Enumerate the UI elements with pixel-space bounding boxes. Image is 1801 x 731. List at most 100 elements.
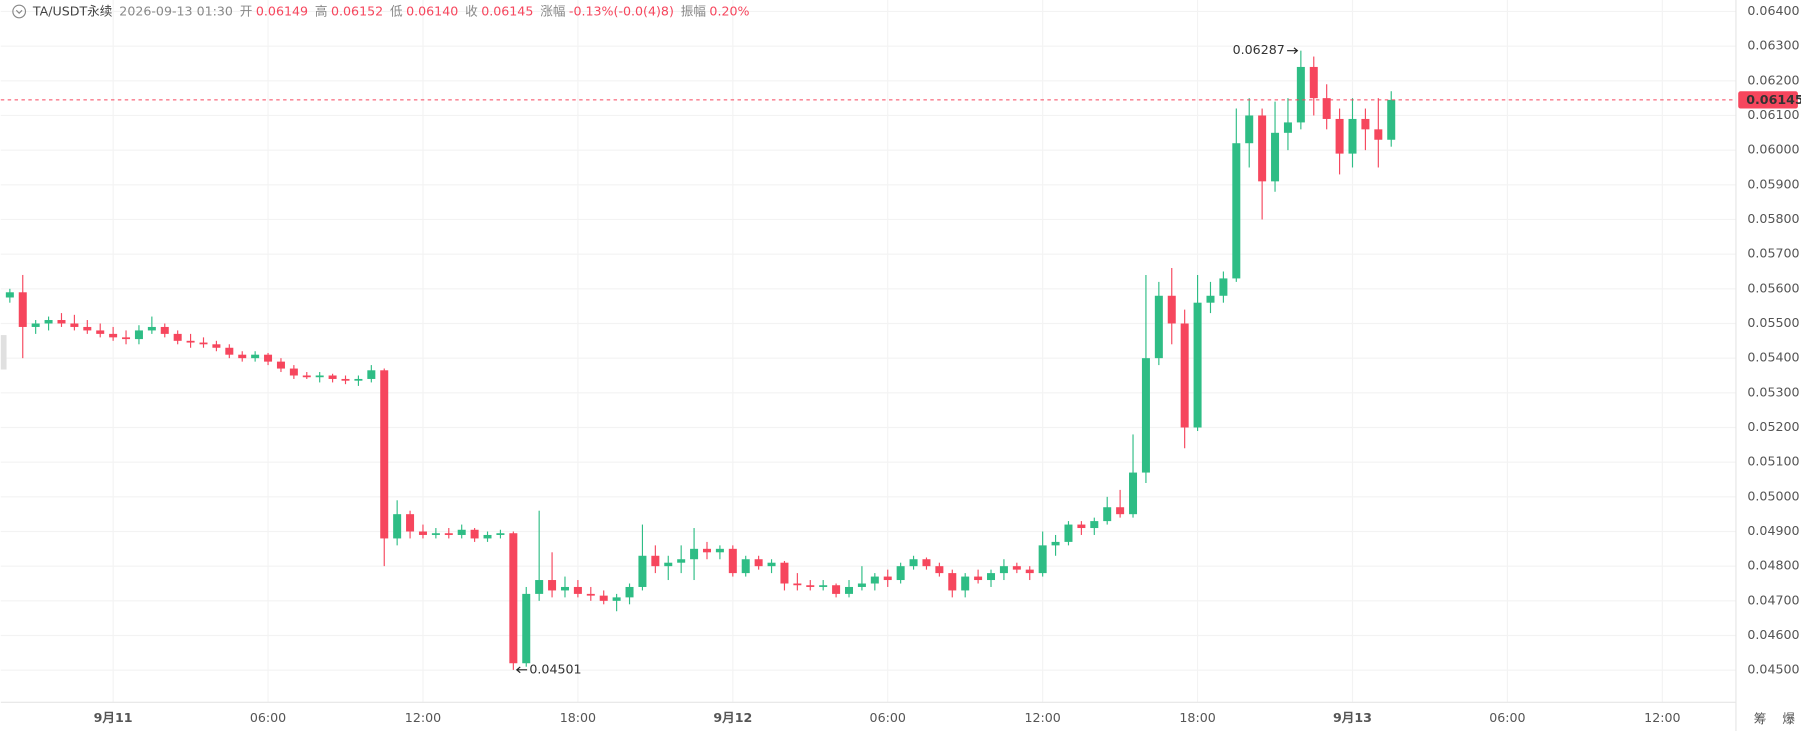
x-tick-label: 12:00 [1024, 710, 1060, 725]
x-tick-label: 12:00 [1644, 710, 1680, 725]
candle-body [354, 378, 363, 381]
candle-body [1296, 66, 1305, 123]
candle-body [819, 585, 828, 587]
candle-body [586, 593, 595, 596]
low-label: 0.04501 [529, 661, 581, 676]
candle-body [715, 548, 724, 553]
overlay: 0.06145 0.06287 0.04501 [0, 42, 1801, 676]
candle-body [1025, 569, 1034, 574]
candle-body [276, 361, 285, 369]
last-price-label: 0.06145 [1746, 92, 1801, 107]
candle-body [922, 559, 931, 567]
candle-body [1245, 115, 1254, 144]
y-tick-label: 0.05400 [1747, 350, 1799, 365]
candle-body [780, 562, 789, 584]
candle-body [806, 585, 815, 587]
candle-body [264, 354, 273, 362]
candle-body [444, 533, 453, 535]
y-tick-label: 0.06400 [1747, 3, 1799, 18]
x-tick-label: 9月13 [1333, 710, 1372, 725]
candle-body [948, 573, 957, 591]
candle-body [96, 330, 105, 334]
x-tick-label: 12:00 [405, 710, 441, 725]
grid [0, 0, 1736, 703]
candle-body [1283, 122, 1292, 133]
candle-body [1051, 541, 1060, 546]
candle-body [406, 514, 415, 532]
candle-body [974, 576, 983, 581]
candle-body [987, 573, 996, 581]
y-tick-label: 0.05600 [1747, 280, 1799, 295]
y-tick-label: 0.05000 [1747, 488, 1799, 503]
collapse-icon[interactable] [12, 4, 27, 19]
y-tick-label: 0.06000 [1747, 142, 1799, 157]
side-button[interactable]: 筹 [1754, 711, 1767, 726]
side-handle[interactable] [0, 335, 7, 370]
candle-body [302, 375, 311, 378]
header-label: 涨幅 [540, 3, 565, 18]
candle-body [1348, 118, 1357, 154]
candle-body [393, 514, 402, 539]
candle-body [1206, 295, 1215, 303]
candle-body [431, 533, 440, 535]
candle-body [225, 347, 234, 355]
candle-body [832, 585, 841, 594]
header-info: TA/USDT永续 2026-09-13 01:30 开 0.06149 高 0.0615… [32, 3, 750, 18]
candle-body [109, 333, 118, 338]
x-tick-label: 06:00 [1489, 710, 1525, 725]
y-tick-label: 0.05300 [1747, 384, 1799, 399]
header-time: 2026-09-13 01:30 [119, 3, 233, 18]
candle-body [289, 368, 298, 376]
candle-body [134, 330, 143, 340]
candle-body [315, 375, 324, 378]
candle-body [380, 370, 389, 539]
y-tick-label: 0.04500 [1747, 662, 1799, 677]
candle-body [418, 531, 427, 535]
header-label: 低 [390, 3, 403, 18]
x-tick-label: 9月12 [713, 710, 752, 725]
candle-body [1090, 521, 1099, 529]
candle-body [160, 326, 169, 334]
x-tick-label: 06:00 [870, 710, 906, 725]
candle-body [690, 548, 699, 560]
y-tick-label: 0.05200 [1747, 419, 1799, 434]
candle-body [44, 320, 53, 324]
candle-body [70, 323, 79, 327]
header-symbol: TA/USDT永续 [32, 3, 113, 18]
candle-body [599, 595, 608, 601]
candle-body [1322, 98, 1331, 119]
candle-body [909, 559, 918, 567]
high-label: 0.06287 [1233, 42, 1285, 57]
candle-body [1064, 524, 1073, 542]
candle-body [677, 559, 686, 563]
candle-body [560, 586, 569, 591]
candle-body [999, 566, 1008, 574]
candle-body [5, 292, 14, 298]
candle-body [212, 344, 221, 348]
y-tick-label: 0.04900 [1747, 523, 1799, 538]
header-label: 开 [240, 3, 253, 18]
candle-body [1180, 323, 1189, 428]
candle-body [1129, 472, 1138, 515]
candle-body [1154, 295, 1163, 359]
candle-body [18, 292, 27, 327]
candle-body [1077, 524, 1086, 529]
y-tick-label: 0.05100 [1747, 454, 1799, 469]
candle-body [857, 583, 866, 587]
candle-body [1258, 115, 1267, 182]
candle-body [509, 533, 518, 664]
y-tick-label: 0.05800 [1747, 211, 1799, 226]
candle-body [1219, 278, 1228, 296]
candle-body [483, 534, 492, 539]
header-value: 0.06149 [256, 3, 308, 18]
header-value: 0.06145 [481, 3, 533, 18]
x-tick-label: 06:00 [250, 710, 286, 725]
candle-body [1012, 566, 1021, 570]
collapse-chevron [15, 9, 23, 15]
candle-body [147, 326, 156, 331]
side-button[interactable]: 爆 [1782, 711, 1795, 726]
candle-body [31, 323, 40, 327]
